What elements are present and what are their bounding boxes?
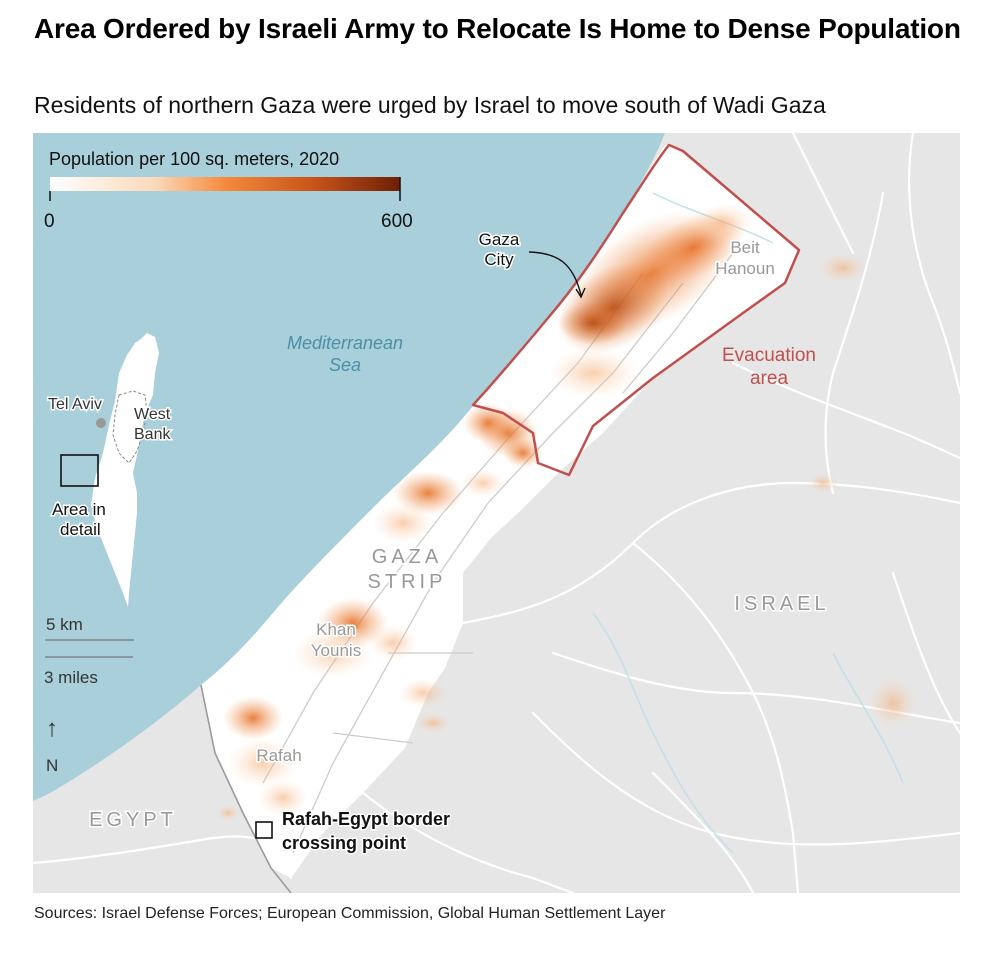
west-bank-outline — [112, 390, 148, 464]
scale-miles-label: 3 miles — [44, 668, 98, 687]
sea-label-2: Sea — [329, 355, 361, 375]
israel-inset: Tel Aviv West Bank Area in detail — [47, 333, 173, 607]
crossing-label-1: Rafah-Egypt border — [282, 809, 450, 829]
khan-younis-label-1: Khan — [316, 620, 356, 639]
tel-aviv-label: Tel Aviv — [48, 396, 102, 413]
gaza-strip-label-2: STRIP — [368, 571, 447, 593]
evacuation-label-2: area — [750, 368, 788, 389]
sea — [33, 133, 665, 801]
chart-subtitle: Residents of northern Gaza were urged by… — [34, 92, 826, 118]
chart-title: Area Ordered by Israeli Army to Relocate… — [34, 13, 961, 44]
gaza-strip-label-1: GAZA — [372, 546, 442, 568]
rafah-label: Rafah — [256, 746, 301, 765]
north-arrow: ↑ N — [46, 715, 58, 775]
gaza-city-pointer-head — [575, 287, 586, 299]
legend-max-label: 600 — [381, 211, 413, 232]
north-label: N — [46, 756, 58, 775]
egypt-gaza-border — [200, 684, 292, 893]
sea-label-1: Mediterranean — [287, 333, 403, 353]
legend-min-label: 0 — [44, 211, 55, 232]
beit-hanoun-label-1: Beit — [730, 238, 760, 257]
legend-title: Population per 100 sq. meters, 2020 — [49, 149, 339, 169]
beit-hanoun-label-2: Hanoun — [715, 259, 775, 278]
gaza-city-pointer — [528, 251, 582, 296]
source-note: Sources: Israel Defense Forces; European… — [34, 905, 666, 922]
evacuation-area-outline — [471, 143, 801, 477]
legend: Population per 100 sq. meters, 2020 0 60… — [44, 149, 413, 232]
tel-aviv-dot — [96, 418, 106, 428]
israel-inset-shape — [91, 333, 159, 607]
israel-label: ISRAEL — [734, 593, 829, 615]
area-in-detail-box — [60, 454, 99, 487]
egypt-label: EGYPT — [89, 809, 177, 831]
west-bank-label-2: Bank — [134, 426, 171, 443]
west-bank-label-1: West — [134, 406, 171, 423]
crossing-point-marker — [255, 821, 273, 839]
scale-bar: 5 km 3 miles — [44, 615, 134, 687]
gaza-city-label-1: Gaza — [479, 230, 520, 249]
evacuation-label-1: Evacuation — [722, 345, 816, 366]
gaza-map: Population per 100 sq. meters, 2020 0 60… — [33, 133, 960, 893]
gaza-city-label-2: City — [484, 250, 514, 269]
crossing-label-2: crossing point — [282, 833, 406, 853]
area-in-detail-label-2: detail — [60, 520, 101, 539]
roads — [33, 133, 960, 893]
north-arrow-icon: ↑ — [46, 715, 58, 742]
scale-km-label: 5 km — [46, 615, 83, 634]
legend-colorbar — [50, 177, 400, 191]
khan-younis-label-2: Younis — [311, 641, 361, 660]
area-in-detail-label-1: Area in — [52, 500, 106, 519]
